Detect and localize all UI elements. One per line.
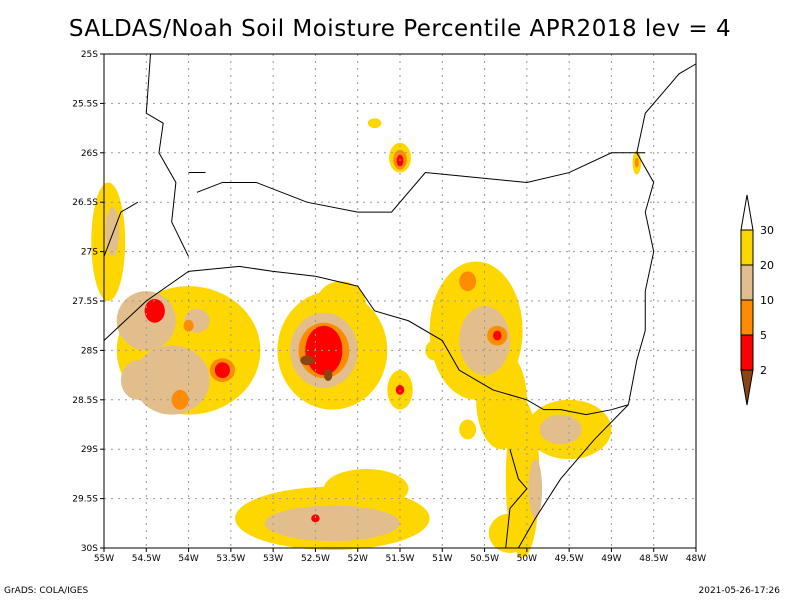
legend-swatch <box>740 229 754 266</box>
legend-swatch <box>740 299 754 336</box>
border-line <box>517 404 629 549</box>
legend-swatch <box>740 334 754 371</box>
x-tick-label: 53W <box>263 554 283 564</box>
shaded-region <box>493 330 502 341</box>
legend-cap-top <box>740 194 754 231</box>
shaded-region <box>539 414 582 445</box>
x-tick-label: 48.5W <box>639 554 668 564</box>
border-line <box>505 449 528 549</box>
x-tick-label: 52.5W <box>301 554 330 564</box>
x-tick-label: 54.5W <box>132 554 161 564</box>
legend-label: 5 <box>760 329 767 342</box>
shaded-region <box>459 419 477 440</box>
y-tick-label: 27S <box>81 248 98 258</box>
shaded-region <box>367 118 382 129</box>
x-axis-ticks: 55W 54.5W 54W 53.5W 53W 52.5W 52W 51.5W 51W 50.5W… <box>94 548 706 564</box>
x-tick-label: 49W <box>601 554 621 564</box>
x-tick-label: 50W <box>517 554 537 564</box>
colorbar-legend: 30 20 10 5 2 <box>740 194 774 406</box>
x-tick-label: 48W <box>686 554 706 564</box>
x-tick-label: 52W <box>348 554 368 564</box>
y-tick-label: 29.5S <box>72 495 98 505</box>
footer-timestamp: 2021-05-26-17:26 <box>698 586 781 596</box>
y-tick-label: 27.5S <box>72 297 98 307</box>
border-line <box>627 63 697 405</box>
shaded-fields <box>91 118 642 558</box>
legend-label: 10 <box>760 294 774 307</box>
shaded-region <box>214 362 231 379</box>
shaded-region <box>264 505 400 542</box>
shaded-region <box>528 459 543 519</box>
shaded-region <box>105 207 120 257</box>
shaded-region <box>300 355 314 366</box>
legend-cap-bottom <box>740 369 754 406</box>
shaded-region <box>323 468 409 509</box>
x-tick-label: 54W <box>178 554 198 564</box>
shaded-region <box>120 360 155 400</box>
border-line <box>196 152 646 213</box>
y-tick-label: 28S <box>81 346 98 356</box>
border-line <box>103 265 629 416</box>
shaded-region <box>459 271 477 292</box>
legend-label: 2 <box>760 364 767 377</box>
borders-coastline <box>103 53 697 549</box>
y-tick-label: 29S <box>81 445 98 455</box>
y-tick-label: 25.5S <box>72 99 98 109</box>
plot-title: SALDAS/Noah Soil Moisture Percentile APR… <box>68 16 732 42</box>
legend-swatch <box>740 264 754 301</box>
shaded-region <box>171 389 189 410</box>
shaded-region <box>311 514 320 523</box>
shaded-region <box>488 513 532 553</box>
shaded-region <box>634 157 639 168</box>
shaded-region <box>459 305 510 376</box>
y-axis-ticks: 25S 25.5S 26S 26.5S 27S 27.5S 28S 28.5S 29S 29.5S… <box>72 50 104 554</box>
shaded-region <box>133 345 210 415</box>
x-tick-label: 51.5W <box>386 554 415 564</box>
x-tick-label: 50.5W <box>470 554 499 564</box>
shaded-region <box>395 384 405 395</box>
shaded-region <box>305 325 343 376</box>
y-tick-label: 28.5S <box>72 396 98 406</box>
border-line <box>103 201 139 257</box>
x-tick-label: 49.5W <box>555 554 584 564</box>
legend-label: 30 <box>760 224 774 237</box>
border-line <box>145 53 190 257</box>
y-tick-label: 25S <box>81 50 98 60</box>
shaded-region <box>183 319 194 332</box>
x-tick-label: 55W <box>94 554 114 564</box>
legend-label: 20 <box>760 259 774 272</box>
y-tick-label: 26S <box>81 149 98 159</box>
x-tick-label: 51W <box>432 554 452 564</box>
x-tick-label: 53.5W <box>216 554 245 564</box>
shaded-region <box>144 299 165 323</box>
y-tick-label: 26.5S <box>72 198 98 208</box>
footer-credit: GrADS: COLA/IGES <box>4 586 89 596</box>
y-tick-label: 30S <box>81 544 98 554</box>
shaded-region <box>323 369 333 382</box>
